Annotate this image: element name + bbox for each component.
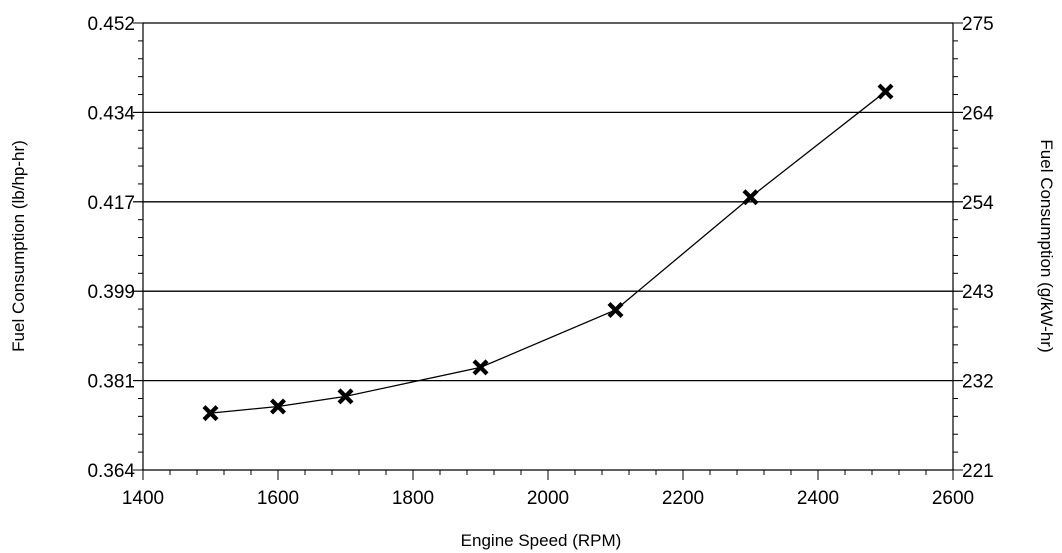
marker-stroke: [472, 359, 489, 376]
data-point-marker: [877, 83, 894, 100]
right-y-tick-label: 221: [962, 461, 994, 482]
gridlines: [143, 111, 953, 382]
x-tick-label: 1400: [122, 488, 164, 509]
marker-stroke: [877, 83, 894, 100]
x-tick-label: 2000: [527, 488, 569, 509]
x-tick-label: 2200: [662, 488, 704, 509]
x-axis-label: Engine Speed (RPM): [461, 531, 622, 550]
data-point-marker: [202, 405, 219, 422]
left-y-tick-label: 0.381: [87, 372, 135, 393]
marker-stroke: [337, 388, 354, 405]
data-point-marker: [607, 302, 624, 318]
data-point-marker: [270, 398, 286, 415]
right-y-axis-label: Fuel Consumption (g/kW-hr): [1037, 139, 1056, 352]
left-y-tick-label: 0.434: [87, 103, 135, 124]
x-tick-label: 2600: [932, 488, 974, 509]
data-point-marker: [472, 359, 489, 376]
left-y-tick-label: 0.364: [87, 461, 135, 482]
x-tick-label: 1800: [392, 488, 434, 509]
right-y-tick-label: 232: [962, 372, 994, 393]
series-line: [210, 91, 886, 414]
data-point-marker: [742, 189, 759, 206]
right-y-tick-label: 275: [962, 14, 994, 35]
left-y-tick-label: 0.417: [87, 193, 135, 214]
x-tick-label: 2400: [797, 488, 839, 509]
left-y-axis-label: Fuel Consumption (lb/hp-hr): [9, 140, 28, 352]
marker-stroke: [742, 189, 759, 206]
marker-stroke: [202, 405, 219, 422]
left-y-tick-label: 0.452: [87, 14, 135, 35]
right-y-tick-label: 254: [962, 193, 994, 214]
tick-labels: 0.364 0.381 0.399 0.417 0.434 0.452 221 232 243 2…: [87, 14, 994, 509]
axes: [133, 22, 963, 480]
x-tick-label: 1600: [257, 488, 299, 509]
right-y-tick-label: 264: [962, 103, 994, 124]
marker-stroke: [270, 398, 286, 415]
data-point-marker: [337, 388, 354, 405]
marker-stroke: [607, 302, 624, 318]
right-y-tick-label: 243: [962, 282, 994, 303]
left-y-tick-label: 0.399: [87, 282, 135, 303]
data-series: [202, 83, 894, 422]
